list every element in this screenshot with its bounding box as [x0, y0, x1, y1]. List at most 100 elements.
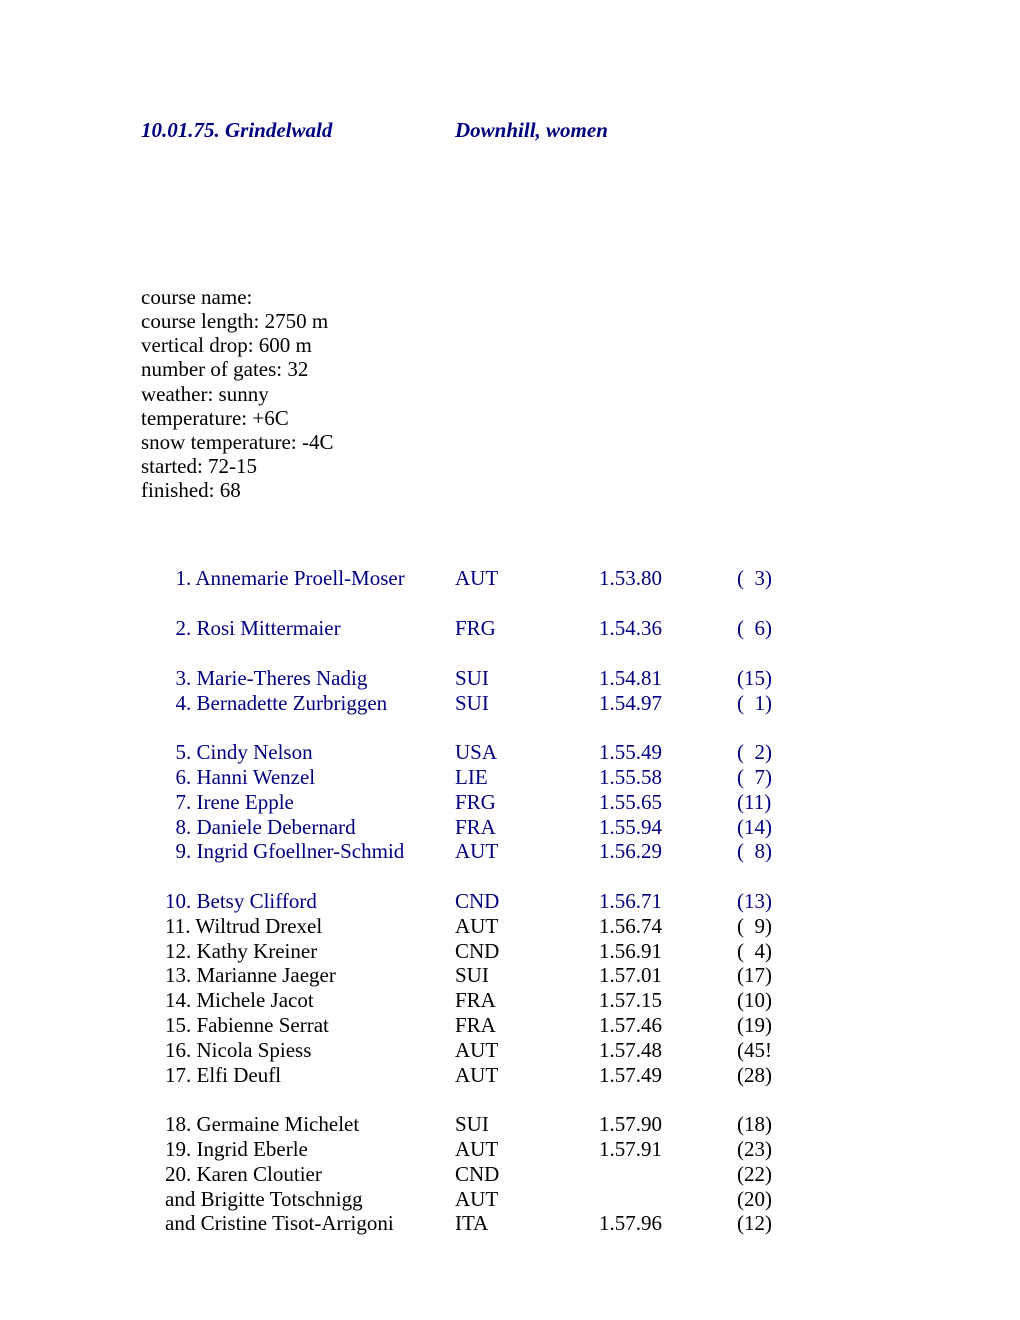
result-time: 1.57.48: [599, 1038, 737, 1063]
result-time: 1.56.91: [599, 939, 737, 964]
event-discipline: Downhill, women: [455, 118, 608, 143]
result-time: 1.57.15: [599, 988, 737, 1013]
result-time: 1.57.01: [599, 963, 737, 988]
result-rank-name: 3. Marie-Theres Nadig: [165, 666, 455, 691]
result-country: SUI: [455, 1112, 599, 1137]
result-country: USA: [455, 740, 599, 765]
result-time: 1.56.74: [599, 914, 737, 939]
results-table: 1. Annemarie Proell-MoserAUT1.53.80( 3) …: [141, 566, 1020, 1236]
meta-row: vertical drop: 600 m: [141, 333, 1020, 357]
result-row: 18. Germaine MicheletSUI1.57.90(18): [165, 1112, 1020, 1137]
result-country: AUT: [455, 839, 599, 864]
meta-row: course length: 2750 m: [141, 309, 1020, 333]
group-gap: [165, 715, 1020, 740]
result-time: 1.54.81: [599, 666, 737, 691]
result-time: 1.55.94: [599, 815, 737, 840]
result-rank-name: 2. Rosi Mittermaier: [165, 616, 455, 641]
result-rank-name: 6. Hanni Wenzel: [165, 765, 455, 790]
result-row: 17. Elfi DeuflAUT1.57.49(28): [165, 1063, 1020, 1088]
result-time: 1.56.71: [599, 889, 737, 914]
result-country: LIE: [455, 765, 599, 790]
result-row: 13. Marianne JaegerSUI1.57.01(17): [165, 963, 1020, 988]
result-country: AUT: [455, 1063, 599, 1088]
result-bib: (22): [737, 1162, 772, 1187]
event-date-location: 10.01.75. Grindelwald: [141, 118, 455, 143]
result-bib: (23): [737, 1137, 772, 1162]
result-row: 2. Rosi MittermaierFRG1.54.36( 6): [165, 616, 1020, 641]
result-bib: ( 7): [737, 765, 772, 790]
result-country: AUT: [455, 1187, 599, 1212]
result-bib: (15): [737, 666, 772, 691]
result-row: 15. Fabienne SerratFRA1.57.46(19): [165, 1013, 1020, 1038]
result-country: FRA: [455, 988, 599, 1013]
result-row: 6. Hanni WenzelLIE1.55.58( 7): [165, 765, 1020, 790]
result-rank-name: 16. Nicola Spiess: [165, 1038, 455, 1063]
result-rank-name: 5. Cindy Nelson: [165, 740, 455, 765]
course-meta: course name:course length: 2750 mvertica…: [141, 285, 1020, 502]
result-bib: ( 9): [737, 914, 772, 939]
result-country: SUI: [455, 666, 599, 691]
event-header: 10.01.75. Grindelwald Downhill, women: [141, 118, 1020, 143]
result-row: 12. Kathy KreinerCND1.56.91( 4): [165, 939, 1020, 964]
result-time: 1.57.49: [599, 1063, 737, 1088]
result-country: CND: [455, 1162, 599, 1187]
group-gap: [165, 591, 1020, 616]
result-row: 14. Michele JacotFRA1.57.15(10): [165, 988, 1020, 1013]
result-row: 9. Ingrid Gfoellner-SchmidAUT1.56.29( 8): [165, 839, 1020, 864]
result-country: AUT: [455, 914, 599, 939]
meta-row: temperature: +6C: [141, 406, 1020, 430]
result-time: 1.55.65: [599, 790, 737, 815]
group-gap: [165, 1087, 1020, 1112]
group-gap: [165, 641, 1020, 666]
result-bib: ( 8): [737, 839, 772, 864]
result-rank-name: and Brigitte Totschnigg: [165, 1187, 455, 1212]
meta-row: weather: sunny: [141, 382, 1020, 406]
result-bib: (11): [737, 790, 771, 815]
result-country: AUT: [455, 566, 599, 591]
result-time: [599, 1187, 737, 1212]
result-rank-name: 9. Ingrid Gfoellner-Schmid: [165, 839, 455, 864]
result-country: ITA: [455, 1211, 599, 1236]
result-bib: (18): [737, 1112, 772, 1137]
result-bib: (28): [737, 1063, 772, 1088]
result-row: 4. Bernadette ZurbriggenSUI1.54.97( 1): [165, 691, 1020, 716]
result-rank-name: 7. Irene Epple: [165, 790, 455, 815]
result-time: 1.55.49: [599, 740, 737, 765]
group-gap: [165, 864, 1020, 889]
result-rank-name: 12. Kathy Kreiner: [165, 939, 455, 964]
result-row: and Brigitte TotschniggAUT(20): [165, 1187, 1020, 1212]
result-time: 1.57.46: [599, 1013, 737, 1038]
result-time: 1.57.96: [599, 1211, 737, 1236]
result-time: 1.57.91: [599, 1137, 737, 1162]
result-rank-name: 20. Karen Cloutier: [165, 1162, 455, 1187]
result-bib: ( 2): [737, 740, 772, 765]
result-country: FRG: [455, 790, 599, 815]
result-bib: ( 6): [737, 616, 772, 641]
result-bib: (10): [737, 988, 772, 1013]
result-bib: (12): [737, 1211, 772, 1236]
result-row: 3. Marie-Theres NadigSUI1.54.81(15): [165, 666, 1020, 691]
result-country: FRA: [455, 815, 599, 840]
meta-row: started: 72-15: [141, 454, 1020, 478]
result-rank-name: 10. Betsy Clifford: [165, 889, 455, 914]
result-row: 8. Daniele DebernardFRA1.55.94(14): [165, 815, 1020, 840]
result-time: 1.54.36: [599, 616, 737, 641]
result-row: 16. Nicola SpiessAUT1.57.48(45!: [165, 1038, 1020, 1063]
result-bib: ( 1): [737, 691, 772, 716]
result-country: FRG: [455, 616, 599, 641]
result-country: AUT: [455, 1137, 599, 1162]
meta-row: course name:: [141, 285, 1020, 309]
result-row: 20. Karen CloutierCND (22): [165, 1162, 1020, 1187]
meta-row: finished: 68: [141, 478, 1020, 502]
result-country: FRA: [455, 1013, 599, 1038]
result-rank-name: 11. Wiltrud Drexel: [165, 914, 455, 939]
result-bib: ( 4): [737, 939, 772, 964]
result-country: SUI: [455, 691, 599, 716]
result-bib: (17): [737, 963, 772, 988]
result-row: 5. Cindy NelsonUSA1.55.49( 2): [165, 740, 1020, 765]
result-country: AUT: [455, 1038, 599, 1063]
result-bib: (13): [737, 889, 772, 914]
result-bib: (45!: [737, 1038, 772, 1063]
result-row: 1. Annemarie Proell-MoserAUT1.53.80( 3): [165, 566, 1020, 591]
result-rank-name: 13. Marianne Jaeger: [165, 963, 455, 988]
